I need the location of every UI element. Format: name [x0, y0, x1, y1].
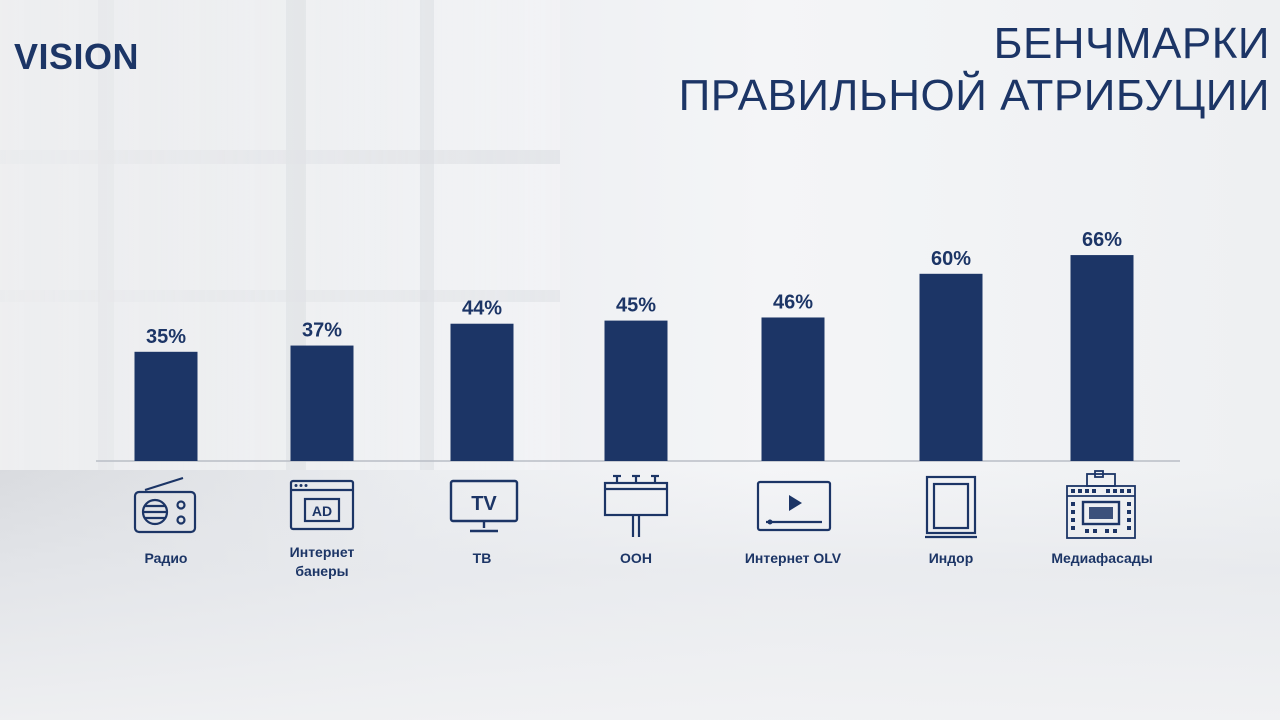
value-label-1: 35%	[146, 326, 186, 348]
bar-7	[1070, 255, 1134, 461]
category-label: ТВ	[472, 550, 492, 566]
category-label: Интернет OLV	[744, 550, 842, 566]
value-label-5: 46%	[773, 291, 813, 313]
bar-6	[919, 273, 983, 461]
background-window	[0, 0, 560, 470]
category-label: Радио	[144, 550, 188, 566]
bar-2	[290, 345, 354, 461]
ad-banner-icon-label: AD	[312, 503, 332, 519]
slide-title-line-2: ПРАВИЛЬНОЙ АТРИБУЦИИ	[678, 71, 1270, 120]
category-label: Индор	[928, 550, 974, 566]
brand-logo: VISION	[14, 36, 140, 77]
value-label-2: 37%	[302, 320, 342, 342]
slide-title: БЕНЧМАРКИ ПРАВИЛЬНОЙ АТРИБУЦИИ	[679, 18, 1270, 122]
slide-title-line-1: БЕНЧМАРКИ	[993, 19, 1270, 68]
value-labels-group: 35% 37% 44% 45% 46% 60% 66%	[146, 229, 1122, 348]
billboard-icon	[603, 474, 669, 537]
value-label-6: 60%	[931, 248, 971, 270]
video-player-icon	[756, 480, 832, 532]
category-label: OOH	[620, 550, 652, 566]
bar-3	[450, 323, 514, 461]
ad-banner-icon: AD	[289, 479, 355, 531]
value-label-4: 45%	[616, 295, 656, 317]
bar-4	[604, 320, 668, 461]
category-label: Интернет банеры	[289, 544, 355, 579]
radio-icon	[133, 476, 197, 534]
bar-1	[134, 351, 198, 461]
bar-5	[761, 317, 825, 461]
value-label-3: 44%	[462, 298, 502, 320]
category-label: Медиафасады	[1051, 550, 1153, 566]
tv-icon-label: TV	[471, 493, 497, 515]
tv-icon: TV	[449, 479, 519, 533]
value-label-7: 66%	[1082, 229, 1122, 251]
door-frame-icon	[925, 475, 977, 539]
building-screen-icon	[1066, 470, 1136, 539]
bars-group	[134, 255, 1134, 461]
